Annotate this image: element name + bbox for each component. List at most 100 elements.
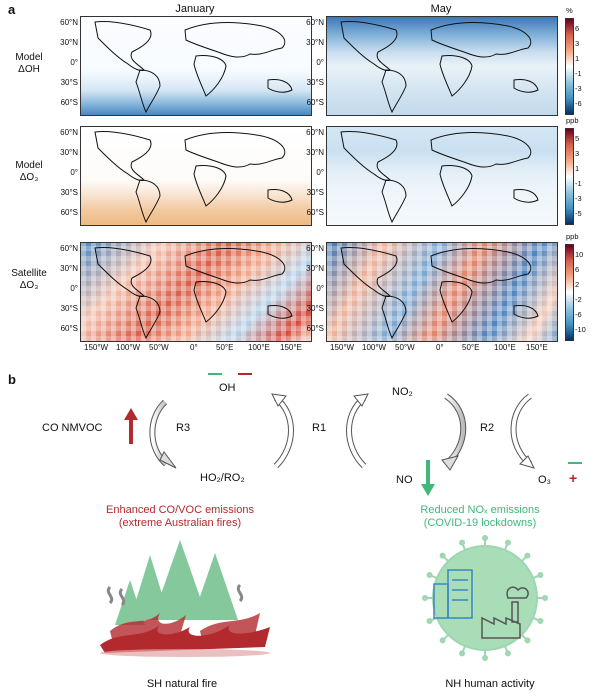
enhanced-emissions-text: Enhanced CO/VOC emissions (extreme Austr… [60, 504, 300, 530]
lat-tick: 0° [70, 284, 78, 293]
virus-spike-tip [482, 655, 488, 661]
lat-tick: 60°N [60, 128, 78, 137]
continent-outlines [94, 21, 539, 340]
virus-spike-tip [537, 572, 544, 579]
lon-tick: 150°E [280, 343, 302, 352]
colorbar-tick: -5 [575, 209, 582, 218]
world-outline-jan-o3 [94, 131, 293, 224]
lat-tick: 30°N [60, 148, 78, 157]
lat-tick: 60°S [306, 208, 324, 217]
world-outline-may-sat [340, 247, 539, 340]
lat-tick: 60°N [60, 244, 78, 253]
colorbar-tick: -10 [575, 325, 586, 334]
row-label-line2: ΔO₃ [19, 172, 39, 183]
lat-tick: 60°S [306, 98, 324, 107]
colorbar-tick: -1 [575, 179, 582, 188]
reduced-line2: (COVID-19 lockdowns) [423, 517, 537, 529]
lat-tick: 30°S [60, 304, 78, 313]
row-label-line2: ΔOH [18, 64, 40, 75]
virus-spike-tip [537, 617, 544, 624]
world-outline-may-o3 [340, 131, 539, 224]
nh-human-activity-label: NH human activity [445, 678, 535, 690]
oh-label: OH [219, 382, 236, 394]
lat-tick: 0° [316, 58, 324, 67]
lat-tick: 30°N [306, 264, 324, 273]
r2-label: R2 [480, 422, 495, 434]
no-label: NO [396, 474, 413, 486]
tree-icons [115, 540, 238, 625]
lat-tick: 60°N [306, 128, 324, 137]
map-jan-sat-o3 [80, 242, 312, 342]
enhanced-line1: Enhanced CO/VOC emissions [106, 504, 254, 516]
colorbar-sat [565, 244, 574, 341]
colorbar-oh [565, 18, 574, 115]
colorbar-tick: 10 [575, 250, 584, 259]
column-title-january: January [175, 3, 215, 15]
virus-spike-tip [504, 539, 511, 546]
colorbar-tick: -3 [575, 84, 582, 93]
lat-tick: 30°S [306, 78, 324, 87]
colorbar-tick: -6 [575, 99, 582, 108]
row-label-model-o3: Model ΔO₃ [4, 160, 54, 184]
ho2-ro2-label: HO₂/RO₂ [200, 472, 245, 484]
lat-tick: 30°N [60, 264, 78, 273]
lat-tick: 30°N [306, 148, 324, 157]
map-may-sat-o3 [326, 242, 558, 342]
row-label-line1: Satellite [11, 268, 47, 279]
colorbar-tick: 5 [575, 134, 580, 143]
map-jan-oh [80, 16, 312, 116]
virus-spike-tip [459, 650, 466, 657]
lon-tick: 150°W [330, 343, 355, 352]
virus-spike-tip [426, 617, 433, 624]
panel-a-label: a [8, 2, 16, 17]
lat-tick: 60°N [306, 244, 324, 253]
colorbar-tick: 1 [575, 54, 580, 63]
lat-tick: 30°N [306, 38, 324, 47]
lon-tick: 150°W [84, 343, 109, 352]
reduced-line1: Reduced NOₓ emissions [420, 504, 540, 516]
map-may-oh [326, 16, 558, 116]
colorbar-tick: 6 [575, 265, 580, 274]
lat-tick: 60°N [60, 18, 78, 27]
colorbar-tick: -1 [575, 69, 582, 78]
lon-tick: 50°E [216, 343, 234, 352]
r3-label: R3 [176, 422, 191, 434]
row-label-line2: ΔO₃ [19, 280, 39, 291]
colorbar-tick: 3 [575, 149, 580, 158]
lon-tick: 50°E [462, 343, 480, 352]
lat-tick: 60°N [306, 18, 324, 27]
lat-tick: 30°S [60, 78, 78, 87]
lon-ticks-right: 150°W 100°W 50°W 0° 50°E 100°E 150°E [326, 343, 556, 355]
flame-icons [100, 613, 270, 653]
lon-tick: 100°E [248, 343, 270, 352]
lat-tick: 0° [316, 284, 324, 293]
lat-tick: 0° [70, 168, 78, 177]
world-outline-jan-oh [94, 21, 293, 114]
lat-tick: 60°S [306, 324, 324, 333]
colorbar-tick: 1 [575, 164, 580, 173]
co-nmvoc-label: CO NMVOC [42, 422, 103, 434]
virus-spike-tip [439, 637, 446, 644]
sh-natural-fire-label: SH natural fire [146, 678, 218, 690]
map-jan-o3 [80, 126, 312, 226]
lat-tick: 60°S [60, 208, 78, 217]
lon-tick: 0° [436, 343, 444, 352]
colorbar-tick: 6 [575, 24, 580, 33]
o3-label: O₃ [538, 474, 552, 486]
virus-spike-tip [524, 637, 531, 644]
row-label-line1: Model [15, 160, 43, 171]
world-outline-may-oh [340, 21, 539, 114]
factory-icon [481, 586, 529, 639]
map-may-o3 [326, 126, 558, 226]
virus-spike-tip [542, 595, 548, 601]
colorbar-unit-o3: ppb [566, 116, 579, 125]
column-title-may: May [430, 3, 452, 15]
colorbar-tick: 2 [575, 280, 580, 289]
virus-spike-tip [422, 595, 428, 601]
colorbar-tick: -3 [575, 194, 582, 203]
lat-tick: 0° [316, 168, 324, 177]
lon-tick: 50°W [395, 343, 415, 352]
colorbar-tick: -2 [575, 295, 582, 304]
reduced-emissions-text: Reduced NOₓ emissions (COVID-19 lockdown… [380, 504, 580, 530]
virus-spike-tip [426, 572, 433, 579]
